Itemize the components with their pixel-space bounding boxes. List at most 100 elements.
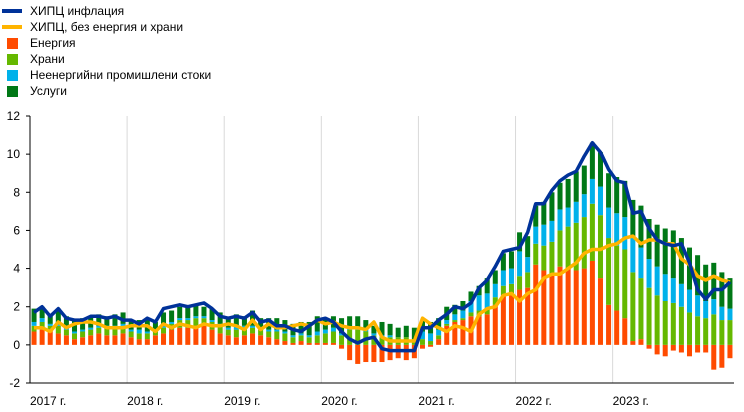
bar-segment <box>306 335 312 338</box>
bar-segment <box>678 306 684 345</box>
bar-segment <box>517 289 523 345</box>
bar-segment <box>241 335 247 345</box>
x-tick-label: 2018 г. <box>127 394 163 408</box>
bar-segment <box>193 316 199 319</box>
bar-segment <box>670 230 676 279</box>
bar-segment <box>589 203 595 261</box>
bar-segment <box>330 331 336 343</box>
bar-segment <box>606 207 612 239</box>
bar-segment <box>47 314 53 324</box>
bar-segment <box>282 333 288 342</box>
bar-segment <box>622 217 628 250</box>
bar-segment <box>589 260 595 345</box>
bar-segment <box>557 230 563 267</box>
bar-segment <box>719 320 725 345</box>
bar-segment <box>96 333 102 345</box>
bar-segment <box>606 304 612 345</box>
bar-segment <box>646 259 652 288</box>
bar-segment <box>306 342 312 345</box>
bar-segment <box>330 342 336 345</box>
bar-segment <box>193 325 199 345</box>
bar-segment <box>225 327 231 330</box>
bar-segment <box>711 344 717 370</box>
bar-segment <box>533 205 539 227</box>
bar-segment <box>201 318 207 326</box>
bar-segment <box>525 287 531 345</box>
bar-segment <box>161 333 167 345</box>
bar-segment <box>411 327 417 340</box>
bar-segment <box>654 224 660 267</box>
bar-segment <box>654 295 660 345</box>
bar-segment <box>452 321 458 345</box>
bar-segment <box>573 222 579 271</box>
bar-segment <box>290 342 296 345</box>
bar-segment <box>379 337 385 345</box>
bar-segment <box>703 300 709 319</box>
bar-segment <box>161 327 167 334</box>
bar-segment <box>517 232 523 252</box>
x-tick-label: 2021 г. <box>418 394 454 408</box>
y-tick-label: 0 <box>13 338 20 352</box>
bar-segment <box>282 331 288 334</box>
bar-segment <box>152 321 158 330</box>
bar-segment <box>589 142 595 179</box>
bar-segment <box>241 325 247 328</box>
bar-segment <box>274 331 280 340</box>
bar-segment <box>678 344 684 353</box>
bar-segment <box>322 333 328 343</box>
bar-segment <box>403 344 409 361</box>
bar-segment <box>476 295 482 311</box>
bar-segment <box>96 314 102 326</box>
bar-segment <box>63 335 69 345</box>
bar-segment <box>428 333 434 342</box>
bar-segment <box>217 312 223 324</box>
bar-segment <box>112 327 118 336</box>
bar-segment <box>258 335 264 345</box>
bar-segment <box>525 257 531 273</box>
bar-segment <box>549 192 555 221</box>
bar-segment <box>314 331 320 336</box>
bar-segment <box>622 249 628 319</box>
bar-segment <box>233 314 239 326</box>
bar-segment <box>136 333 142 340</box>
y-tick-label: 4 <box>13 262 20 276</box>
bar-segment <box>508 251 514 269</box>
bar-segment <box>678 283 684 307</box>
bar-segment <box>104 327 110 336</box>
bar-segment <box>727 320 733 345</box>
bar-segment <box>597 186 603 216</box>
bar-segment <box>298 335 304 342</box>
bar-segment <box>573 171 579 202</box>
bar-segment <box>508 295 514 345</box>
legend-label: Услуги <box>30 84 67 98</box>
bar-segment <box>96 325 102 328</box>
bar-segment <box>80 329 86 332</box>
bar-segment <box>533 264 539 345</box>
bar-segment <box>597 278 603 345</box>
bar-segment <box>39 318 45 322</box>
bar-segment <box>209 320 215 322</box>
bar-segment <box>500 285 506 296</box>
bar-segment <box>573 270 579 345</box>
legend-swatch-box <box>7 38 18 49</box>
y-tick-label: 6 <box>13 223 20 237</box>
bar-segment <box>266 337 272 345</box>
bar-segment <box>71 331 78 334</box>
bar-segment <box>597 215 603 279</box>
bar-segment <box>274 339 280 345</box>
bar-segment <box>80 331 86 338</box>
bar-segment <box>395 327 401 338</box>
bar-segment <box>646 344 652 349</box>
bar-segment <box>460 300 466 311</box>
bar-segment <box>371 344 377 363</box>
bar-segment <box>581 165 587 195</box>
bar-segment <box>298 321 304 334</box>
bar-segment <box>606 238 612 305</box>
bar-segment <box>201 306 207 317</box>
bar-segment <box>104 335 110 345</box>
bar-segment <box>686 312 693 345</box>
bar-segment <box>363 320 369 330</box>
bar-segment <box>136 329 142 334</box>
bar-segment <box>614 245 620 311</box>
bar-segment <box>444 325 450 345</box>
